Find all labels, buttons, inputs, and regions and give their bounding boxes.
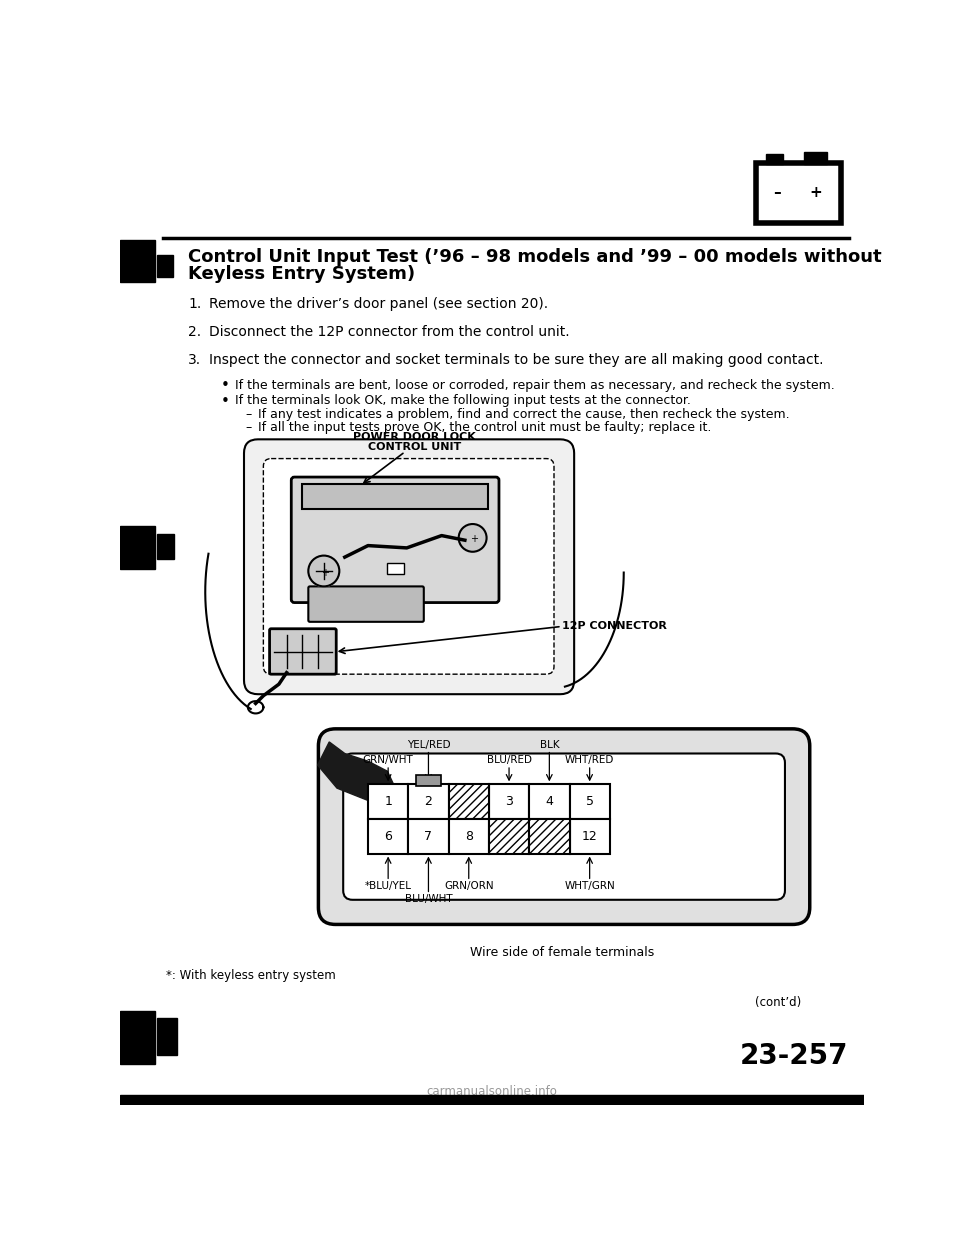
FancyBboxPatch shape	[344, 754, 785, 899]
Bar	[569, 818, 610, 853]
Circle shape	[459, 524, 487, 551]
Text: 4: 4	[545, 795, 553, 809]
Text: 8: 8	[465, 830, 472, 843]
Bar	[489, 784, 529, 818]
Bar	[408, 784, 448, 818]
Text: 7: 7	[424, 830, 432, 843]
Text: 12: 12	[582, 830, 597, 843]
Bar	[529, 784, 569, 818]
Bar	[756, 163, 841, 224]
Text: BLU/WHT: BLU/WHT	[404, 894, 452, 904]
Bar	[120, 1011, 155, 1064]
Text: If the terminals look OK, make the following input tests at the connector.: If the terminals look OK, make the follo…	[234, 394, 690, 407]
Text: *BLU/YEL: *BLU/YEL	[365, 882, 412, 892]
Bar	[569, 784, 610, 818]
FancyBboxPatch shape	[244, 440, 574, 694]
Text: *: With keyless entry system: *: With keyless entry system	[166, 969, 336, 982]
Bar	[388, 564, 404, 574]
Text: +: +	[809, 185, 823, 200]
Circle shape	[308, 555, 339, 586]
Bar	[529, 818, 569, 853]
Text: GRN/ORN: GRN/ORN	[444, 882, 493, 892]
Bar	[157, 256, 173, 277]
Text: BLK: BLK	[540, 740, 559, 750]
Text: Disconnect the 12P connector from the control unit.: Disconnect the 12P connector from the co…	[209, 324, 569, 339]
Text: WHT/GRN: WHT/GRN	[564, 882, 615, 892]
Text: POWER DOOR LOCK: POWER DOOR LOCK	[353, 432, 476, 442]
Text: Remove the driver’s door panel (see section 20).: Remove the driver’s door panel (see sect…	[209, 297, 548, 310]
FancyBboxPatch shape	[319, 729, 809, 924]
Text: WHT/RED: WHT/RED	[565, 755, 614, 765]
Text: YEL/RED: YEL/RED	[407, 740, 450, 750]
Text: –: –	[246, 407, 252, 421]
Text: If all the input tests prove OK, the control unit must be faulty; replace it.: If all the input tests prove OK, the con…	[258, 421, 711, 433]
Text: CONTROL UNIT: CONTROL UNIT	[368, 442, 461, 452]
Text: •: •	[221, 379, 229, 394]
Text: +: +	[322, 568, 329, 578]
FancyBboxPatch shape	[270, 628, 336, 674]
Text: 1.: 1.	[188, 297, 202, 310]
Text: 3.: 3.	[188, 353, 202, 368]
Bar	[416, 775, 441, 786]
Bar	[766, 154, 783, 164]
Bar	[120, 1094, 864, 1105]
Bar	[120, 240, 155, 282]
Bar	[804, 152, 827, 164]
Text: (cont’d): (cont’d)	[756, 996, 802, 1009]
Text: GRN/WHT: GRN/WHT	[363, 755, 414, 765]
Polygon shape	[318, 741, 399, 804]
Bar	[448, 818, 489, 853]
Text: 2: 2	[424, 795, 432, 809]
Text: Control Unit Input Test (’96 – 98 models and ’99 – 00 models without: Control Unit Input Test (’96 – 98 models…	[188, 247, 882, 266]
Text: If the terminals are bent, loose or corroded, repair them as necessary, and rech: If the terminals are bent, loose or corr…	[234, 379, 834, 391]
Bar	[157, 1017, 177, 1054]
Bar	[120, 527, 155, 569]
Bar	[157, 534, 175, 559]
Text: +: +	[470, 534, 478, 544]
Text: Inspect the connector and socket terminals to be sure they are all making good c: Inspect the connector and socket termina…	[209, 353, 824, 368]
Bar	[302, 484, 488, 509]
Text: 6: 6	[384, 830, 392, 843]
FancyBboxPatch shape	[308, 586, 423, 622]
Bar	[448, 784, 489, 818]
Text: 5: 5	[586, 795, 593, 809]
Bar	[489, 818, 529, 853]
Bar	[368, 784, 408, 818]
Text: 23-257: 23-257	[740, 1042, 849, 1071]
Text: Keyless Entry System): Keyless Entry System)	[188, 265, 416, 282]
Text: –: –	[246, 421, 252, 433]
Text: carmanualsonline.info: carmanualsonline.info	[426, 1084, 558, 1098]
FancyBboxPatch shape	[263, 458, 554, 674]
Text: Wire side of female terminals: Wire side of female terminals	[469, 946, 654, 959]
FancyBboxPatch shape	[291, 477, 499, 602]
Bar	[408, 818, 448, 853]
Text: 3: 3	[505, 795, 513, 809]
Bar	[368, 818, 408, 853]
Text: –: –	[774, 185, 781, 200]
Text: 1: 1	[384, 795, 392, 809]
Text: BLU/RED: BLU/RED	[487, 755, 532, 765]
Text: If any test indicates a problem, find and correct the cause, then recheck the sy: If any test indicates a problem, find an…	[258, 407, 789, 421]
Text: 12P CONNECTOR: 12P CONNECTOR	[562, 621, 666, 631]
Text: 2.: 2.	[188, 324, 202, 339]
Text: •: •	[221, 394, 229, 409]
